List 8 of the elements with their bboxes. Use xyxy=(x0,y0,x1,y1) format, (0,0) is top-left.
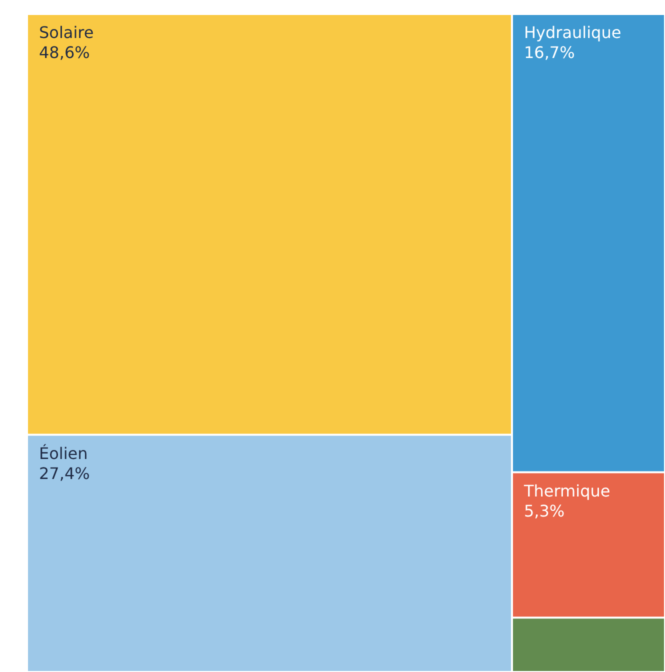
category-label: Hydraulique xyxy=(524,23,622,42)
category-label: Thermique xyxy=(522,481,610,500)
category-label: Solaire xyxy=(39,23,94,42)
data-label: 27,4% xyxy=(39,464,90,483)
data-label: 48,6% xyxy=(39,43,90,62)
category-label: Éolien xyxy=(39,444,88,463)
data-label: 5,3% xyxy=(524,501,565,520)
data-label: 16,7% xyxy=(524,43,575,62)
